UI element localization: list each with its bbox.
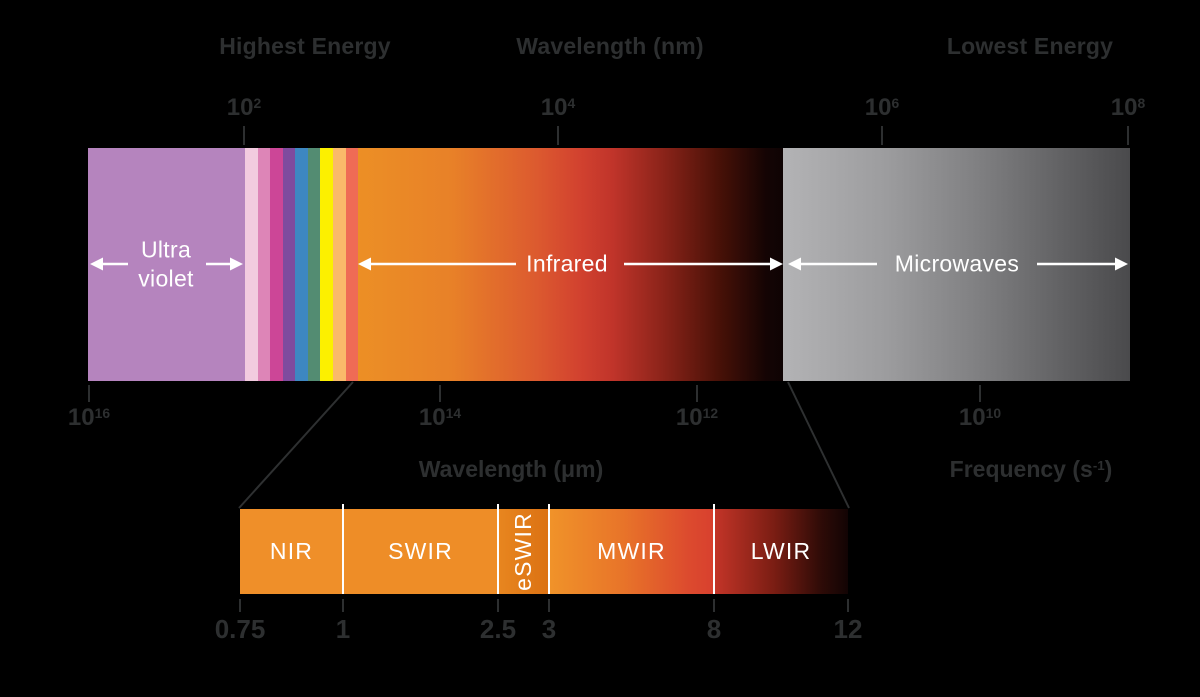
bottom-tick-10e10: 1010 <box>930 385 1030 430</box>
detail-tick-3: 3 <box>499 599 599 642</box>
zoom-connector-right <box>787 381 850 509</box>
wavelength-um-axis-title: Wavelength (μm) <box>418 456 604 482</box>
ultraviolet-label-line1: Ultra <box>140 236 192 263</box>
visible-band-blue <box>295 148 308 381</box>
detail-tick-1-mark <box>342 599 344 612</box>
top-tick-10e6-label: 106 <box>864 94 900 121</box>
eswir-label: eSWIR <box>510 512 536 591</box>
mwir-label: MWIR <box>597 538 666 564</box>
detail-tick-8: 8 <box>664 599 764 642</box>
top-tick-10e6: 106 <box>832 96 932 145</box>
detail-tick-3-label: 3 <box>541 614 557 644</box>
bottom-tick-10e14-mark <box>439 385 441 402</box>
top-tick-10e4-mark <box>557 126 559 145</box>
ultraviolet-label-line2: violet <box>138 265 194 291</box>
frequency-axis-title: Frequency (s-1) <box>949 456 1113 482</box>
bottom-tick-10e14: 1014 <box>390 385 490 430</box>
visible-band-salmon <box>346 148 358 381</box>
top-tick-10e8-label: 108 <box>1110 94 1146 121</box>
infrared-detail-bar: NIR SWIR eSWIR MWIR LWIR <box>240 504 848 594</box>
zoom-connector-left <box>238 381 354 509</box>
mwir-segment: MWIR <box>549 509 714 594</box>
top-tick-10e2-label: 102 <box>226 94 262 121</box>
detail-tick-2-5-mark <box>497 599 499 612</box>
swir-segment: SWIR <box>343 509 498 594</box>
top-tick-10e4-label: 104 <box>540 94 576 121</box>
top-tick-10e8-mark <box>1127 126 1129 145</box>
bottom-tick-10e14-label: 1014 <box>418 404 462 431</box>
nir-label: NIR <box>269 538 314 564</box>
top-tick-10e8: 108 <box>1078 96 1178 145</box>
detail-tick-12-mark <box>847 599 849 612</box>
ultraviolet-label: Ultra violet <box>138 235 194 293</box>
zoom-connector-lines <box>238 381 850 509</box>
divider-mwir-lwir <box>713 504 715 594</box>
eswir-segment: eSWIR <box>498 509 549 594</box>
detail-tick-0-75: 0.75 <box>190 599 290 642</box>
visible-band-lightorange <box>333 148 346 381</box>
detail-tick-0-75-label: 0.75 <box>214 614 266 644</box>
lwir-label: LWIR <box>750 538 812 564</box>
detail-tick-12-label: 12 <box>833 614 863 644</box>
infrared-label: Infrared <box>526 250 608 277</box>
bottom-tick-10e16-label: 1016 <box>67 404 111 431</box>
bottom-tick-10e10-mark <box>979 385 981 402</box>
bottom-tick-10e12-mark <box>696 385 698 402</box>
visible-band-magenta <box>270 148 283 381</box>
visible-band-yellow <box>320 148 333 381</box>
bottom-tick-10e16-mark <box>88 385 90 402</box>
lwir-segment: LWIR <box>714 509 848 594</box>
detail-tick-1-label: 1 <box>335 614 351 644</box>
bottom-tick-10e12-label: 1012 <box>675 404 719 431</box>
top-tick-10e4: 104 <box>508 96 608 145</box>
divider-swir-eswir <box>497 504 499 594</box>
bottom-tick-10e10-label: 1010 <box>958 404 1002 431</box>
bottom-tick-10e16: 1016 <box>39 385 139 430</box>
microwaves-label: Microwaves <box>894 250 1020 277</box>
visible-band-purple <box>283 148 295 381</box>
detail-tick-2-5-label: 2.5 <box>479 614 517 644</box>
top-tick-10e2-mark <box>243 126 245 145</box>
divider-nir-swir <box>342 504 344 594</box>
detail-tick-1: 1 <box>293 599 393 642</box>
detail-tick-0-75-mark <box>239 599 241 612</box>
wavelength-nm-axis-title: Wavelength (nm) <box>516 33 704 59</box>
nir-segment: NIR <box>240 509 343 594</box>
top-tick-10e6-mark <box>881 126 883 145</box>
highest-energy-label: Highest Energy <box>219 33 391 59</box>
divider-eswir-mwir <box>548 504 550 594</box>
detail-tick-3-mark <box>548 599 550 612</box>
detail-tick-8-label: 8 <box>706 614 722 644</box>
visible-band-pink <box>258 148 270 381</box>
visible-band-green <box>308 148 320 381</box>
visible-band-lightpink <box>245 148 258 381</box>
top-tick-10e2: 102 <box>194 96 294 145</box>
detail-tick-2-5: 2.5 <box>448 599 548 642</box>
bottom-tick-10e12: 1012 <box>647 385 747 430</box>
swir-label: SWIR <box>388 538 453 564</box>
lowest-energy-label: Lowest Energy <box>946 33 1114 59</box>
detail-tick-8-mark <box>713 599 715 612</box>
detail-tick-12: 12 <box>798 599 898 642</box>
